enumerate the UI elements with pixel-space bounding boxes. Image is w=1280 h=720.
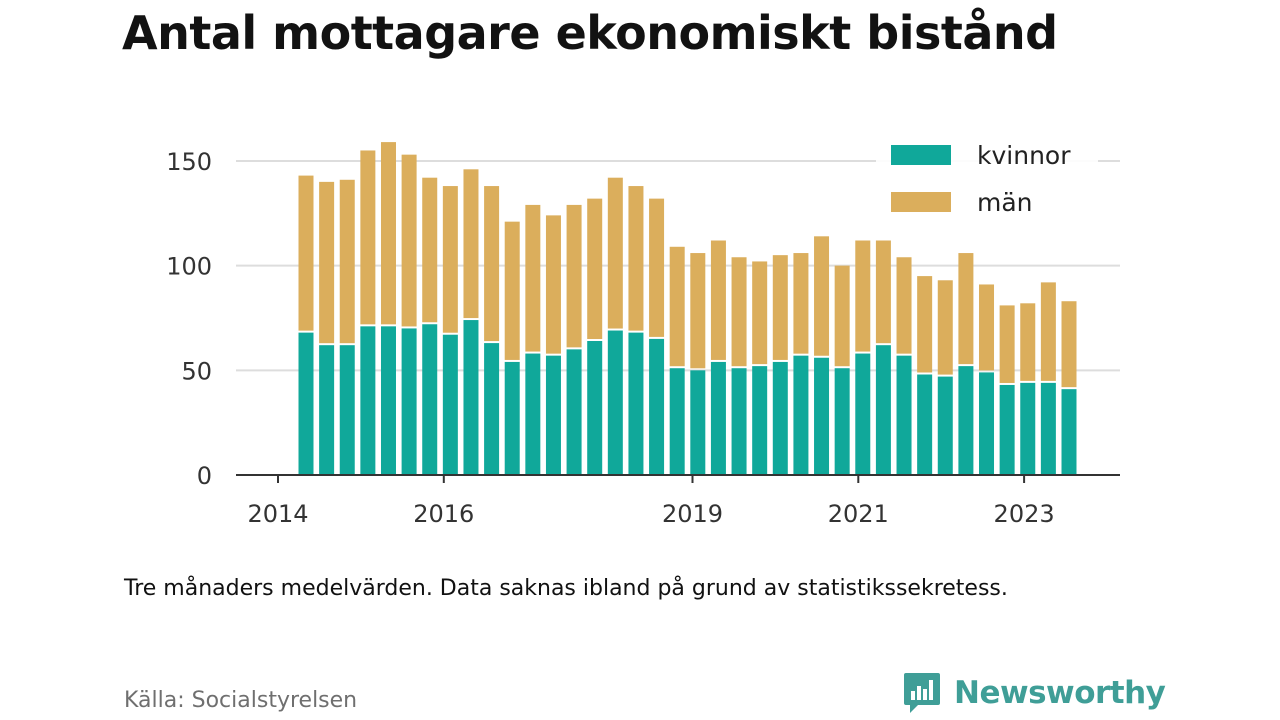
bar-man — [958, 253, 974, 365]
bar-man — [339, 179, 355, 344]
bar-man — [442, 186, 458, 333]
bar-man — [587, 198, 603, 339]
bar-man — [814, 236, 830, 356]
legend-swatch-kvinnor — [891, 145, 951, 165]
bar-kvinnor — [1061, 389, 1077, 475]
bar-kvinnor — [999, 384, 1015, 475]
bar-man — [463, 169, 479, 319]
bar-man — [793, 253, 809, 354]
bar-man — [1061, 301, 1077, 388]
y-tick-label: 50 — [181, 357, 212, 385]
stacked-bar-chart: 0 50 100 150 2014 2016 2019 2021 2023 kvinnor män — [166, 134, 1120, 528]
bar-kvinnor — [917, 374, 933, 475]
bar-kvinnor — [587, 341, 603, 475]
x-tick-label: 2019 — [662, 500, 723, 528]
bar-man — [360, 150, 376, 325]
axes: 0 50 100 150 2014 2016 2019 2021 2023 — [166, 148, 1120, 528]
bar-kvinnor — [710, 361, 726, 475]
bar-kvinnor — [690, 370, 706, 475]
bar-kvinnor — [649, 338, 665, 475]
bar-man — [566, 204, 582, 348]
bar-man — [937, 280, 953, 375]
bar-man — [1020, 303, 1036, 381]
brand-name: Newsworthy — [954, 675, 1166, 711]
bar-man — [690, 253, 706, 369]
bar-kvinnor — [463, 320, 479, 475]
bar-kvinnor — [875, 345, 891, 475]
bar-man — [917, 276, 933, 373]
bar-man — [752, 261, 768, 365]
bar-kvinnor — [628, 332, 644, 475]
source-text: Källa: Socialstyrelsen — [124, 688, 358, 713]
bar-man — [855, 240, 871, 352]
bar-kvinnor — [855, 353, 871, 475]
x-tick-label: 2021 — [828, 500, 889, 528]
bar-kvinnor — [937, 376, 953, 475]
bar-kvinnor — [360, 326, 376, 475]
bar-kvinnor — [1040, 382, 1056, 475]
x-tick-label: 2016 — [413, 500, 474, 528]
bar-kvinnor — [958, 366, 974, 475]
bar-kvinnor — [814, 357, 830, 475]
x-tick-label: 2014 — [247, 500, 308, 528]
y-tick-label: 100 — [166, 253, 212, 281]
bar-man — [319, 181, 335, 344]
bar-man — [669, 246, 685, 367]
bar-man — [896, 257, 912, 354]
bar-kvinnor — [504, 361, 520, 475]
bar-man — [710, 240, 726, 360]
bar-man — [875, 240, 891, 344]
bar-man — [834, 265, 850, 367]
bars — [298, 142, 1077, 475]
bar-kvinnor — [752, 366, 768, 475]
legend-label: kvinnor — [977, 141, 1071, 170]
bar-kvinnor — [319, 345, 335, 475]
bar-man — [525, 204, 541, 352]
newsworthy-logo-icon — [904, 673, 940, 713]
bar-man — [607, 177, 623, 329]
bar-kvinnor — [731, 368, 747, 475]
bar-man — [649, 198, 665, 337]
y-tick-label: 0 — [197, 462, 212, 490]
legend-label: män — [977, 188, 1033, 217]
bar-man — [380, 142, 396, 325]
bar-man — [999, 305, 1015, 383]
bar-kvinnor — [401, 328, 417, 475]
bar-man — [298, 175, 314, 331]
chart-note: Tre månaders medelvärden. Data saknas ib… — [124, 576, 1008, 601]
bar-kvinnor — [545, 355, 561, 475]
bar-kvinnor — [298, 332, 314, 475]
bar-man — [979, 284, 995, 371]
bar-kvinnor — [525, 353, 541, 475]
bar-kvinnor — [1020, 382, 1036, 475]
bar-man — [504, 221, 520, 360]
bar-man — [484, 186, 500, 342]
bar-man — [422, 177, 438, 323]
bar-kvinnor — [484, 343, 500, 475]
bar-kvinnor — [669, 368, 685, 475]
bar-man — [731, 257, 747, 367]
legend: kvinnor män — [876, 134, 1098, 226]
bar-kvinnor — [607, 330, 623, 475]
bar-kvinnor — [339, 345, 355, 475]
x-tick-label: 2023 — [994, 500, 1055, 528]
bar-man — [401, 154, 417, 327]
bar-kvinnor — [380, 326, 396, 475]
bar-kvinnor — [793, 355, 809, 475]
bar-kvinnor — [442, 334, 458, 475]
bar-man — [628, 186, 644, 331]
y-tick-label: 150 — [166, 148, 212, 176]
bar-kvinnor — [772, 361, 788, 475]
newsworthy-brand[interactable]: Newsworthy — [902, 670, 1166, 716]
bar-man — [772, 255, 788, 360]
bar-kvinnor — [979, 372, 995, 475]
bar-kvinnor — [896, 355, 912, 475]
bar-kvinnor — [834, 368, 850, 475]
chart-title: Antal mottagare ekonomiskt bistånd — [122, 6, 1058, 60]
bar-man — [545, 215, 561, 354]
bar-man — [1040, 282, 1056, 381]
legend-swatch-man — [891, 192, 951, 212]
bar-kvinnor — [566, 349, 582, 475]
bar-kvinnor — [422, 324, 438, 475]
